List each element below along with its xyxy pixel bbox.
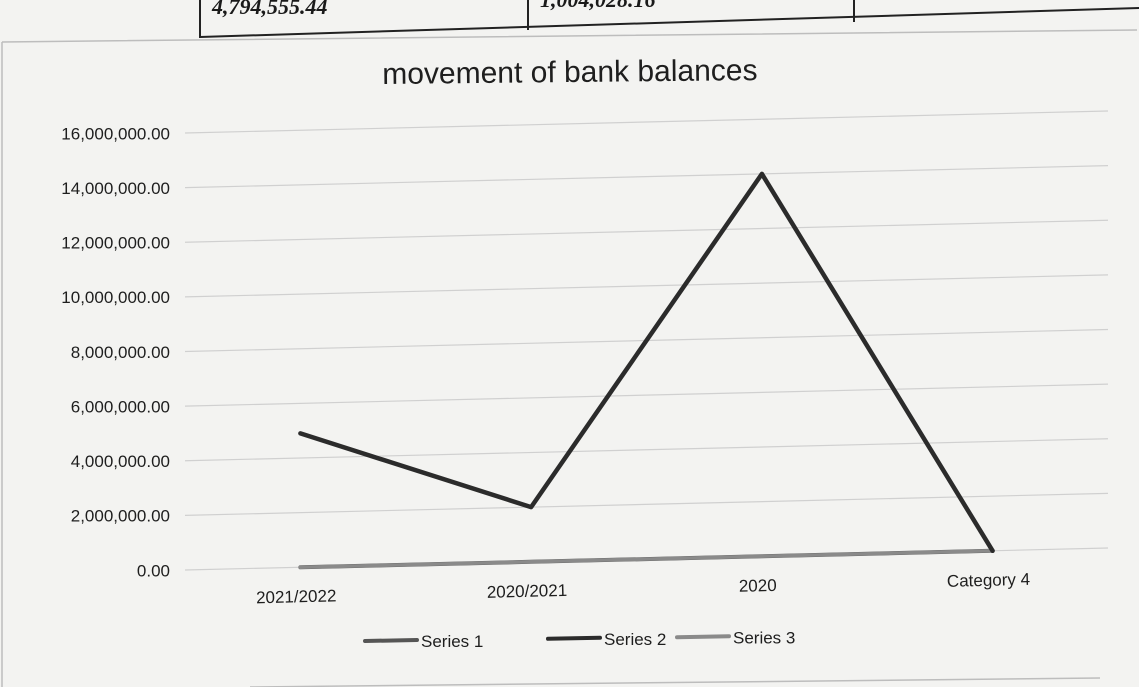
legend-label-series-2: Series 2 <box>604 630 666 649</box>
x-tick-label: 2020 <box>739 576 777 596</box>
gridline <box>184 110 1109 134</box>
y-tick-label: 12,000,000.00 <box>61 234 170 253</box>
x-tick-label: 2020/2021 <box>487 581 568 602</box>
chart-title: movement of bank balances <box>382 54 758 91</box>
gridline <box>184 165 1109 189</box>
gridline <box>184 492 1109 516</box>
y-tick-label: 8,000,000.00 <box>71 343 170 362</box>
x-tick-label: Category 4 <box>947 570 1031 591</box>
legend: Series 1 Series 2 Series 3 <box>363 628 795 651</box>
chart-area-border <box>1 29 1138 687</box>
legend-swatch-series-2 <box>546 635 602 641</box>
y-tick-label: 4,000,000.00 <box>71 452 170 471</box>
series-lines <box>298 171 995 570</box>
gridline <box>184 219 1109 243</box>
table-cell-1: 4,794,555.44 <box>211 0 328 19</box>
legend-label-series-3: Series 3 <box>733 628 795 647</box>
legend-label-series-1: Series 1 <box>421 632 483 651</box>
gridline <box>184 274 1109 298</box>
y-tick-label: 0.00 <box>137 561 170 580</box>
legend-swatch-series-3 <box>675 634 731 640</box>
y-tick-label: 14,000,000.00 <box>61 179 170 198</box>
y-tick-label: 10,000,000.00 <box>61 288 170 307</box>
y-tick-label: 2,000,000.00 <box>71 507 170 526</box>
series-line-2 <box>298 171 995 554</box>
table-cell-2: 1,004,028.16 <box>540 0 656 12</box>
y-tick-label: 6,000,000.00 <box>71 397 170 416</box>
x-axis-tick-labels: 2021/2022 2020/2021 2020 Category 4 <box>256 570 1030 607</box>
x-tick-label: 2021/2022 <box>256 586 337 607</box>
gridline <box>184 383 1109 407</box>
gridline <box>184 438 1109 462</box>
y-tick-label: 16,000,000.00 <box>61 124 170 143</box>
table-fragment: 4,794,555.44 1,004,028.16 <box>199 0 1139 38</box>
chart-area-bottom-border <box>249 677 1101 687</box>
series-line-3 <box>298 549 995 570</box>
y-axis-tick-labels: 0.00 2,000,000.00 4,000,000.00 6,000,000.00… <box>61 124 170 580</box>
legend-swatch-series-1 <box>363 638 419 643</box>
table-border-bottom <box>199 7 1139 38</box>
